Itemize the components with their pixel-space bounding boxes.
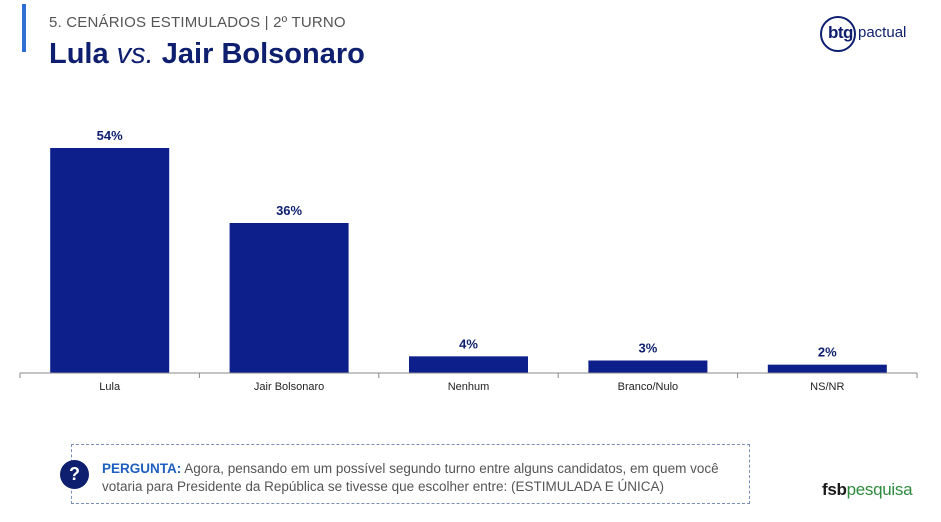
data-label-4: 2%: [818, 345, 837, 360]
bar-2: [409, 356, 528, 373]
data-label-1: 36%: [276, 203, 302, 218]
category-label-0: Lula: [99, 381, 121, 393]
pactual-logo-text: pactual: [858, 24, 907, 41]
title-vs: vs.: [116, 38, 154, 70]
question-text: PERGUNTA: Agora, pensando em um possível…: [102, 460, 742, 496]
category-label-1: Jair Bolsonaro: [254, 381, 324, 393]
pesquisa-logo-text: pesquisa: [846, 480, 913, 499]
question-body: Agora, pensando em um possível segundo t…: [102, 461, 719, 494]
btg-pactual-logo: btg pactual: [820, 16, 916, 52]
header-accent-bar: [22, 4, 26, 52]
question-label: PERGUNTA:: [102, 461, 182, 476]
data-label-0: 54%: [97, 128, 123, 143]
bar-4: [767, 364, 887, 373]
btg-logo-text: btg: [828, 23, 853, 42]
category-label-4: NS/NR: [810, 381, 844, 393]
btg-logo-circle: [820, 16, 856, 52]
category-label-2: Nenhum: [448, 381, 490, 393]
page-title: Lula vs. Jair Bolsonaro: [49, 38, 365, 71]
bar-0: [50, 148, 170, 373]
section-subtitle: 5. CENÁRIOS ESTIMULADOS | 2º TURNO: [49, 14, 346, 31]
data-label-2: 4%: [459, 336, 478, 351]
fsb-logo-text: fsb: [822, 480, 847, 499]
question-mark-icon: ?: [60, 460, 89, 489]
bar-1: [229, 223, 349, 373]
fsb-pesquisa-logo: fsbpesquisa: [822, 480, 913, 500]
category-label-3: Branco/Nulo: [618, 381, 679, 393]
data-label-3: 3%: [639, 341, 658, 356]
bar-3: [588, 360, 708, 373]
title-candidate-1: Lula: [49, 38, 117, 70]
title-candidate-2: Jair Bolsonaro: [153, 38, 365, 70]
